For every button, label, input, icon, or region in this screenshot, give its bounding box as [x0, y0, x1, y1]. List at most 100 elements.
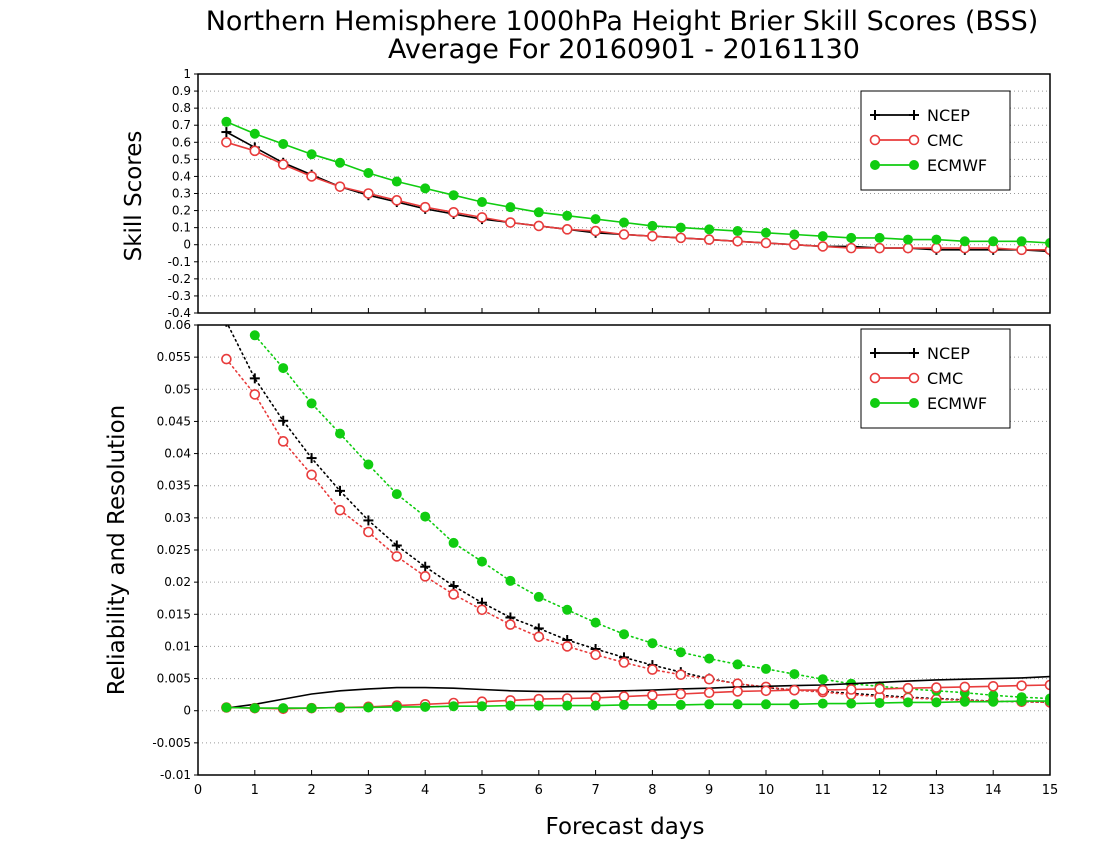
bottom-point-ecmwf-resolution — [704, 653, 715, 664]
chart-title-line2: Average For 20160901 - 20161130 — [388, 34, 860, 65]
x-tick-label: 7 — [591, 783, 599, 798]
top-point-ecmwf — [903, 234, 913, 245]
top-point-ecmwf — [448, 190, 459, 201]
bottom-point-cmc-reliability — [760, 685, 772, 697]
top-y-tick-label: 0.7 — [172, 118, 191, 132]
top-point-cmc — [874, 242, 885, 254]
bottom-point-ecmwf-resolution — [306, 398, 317, 409]
bottom-legend-label-ncep: NCEP — [927, 344, 970, 363]
bottom-point-cmc-resolution — [561, 641, 573, 652]
bottom-point-ecmwf-reliability — [1016, 696, 1027, 707]
top-legend-marker-cmc — [908, 134, 920, 146]
top-point-cmc — [277, 159, 289, 170]
top-point-ecmwf — [306, 149, 317, 160]
bottom-point-cmc-resolution — [647, 664, 658, 675]
bottom-point-cmc-resolution — [505, 619, 516, 630]
bottom-point-ecmwf-resolution — [732, 659, 743, 670]
bottom-point-cmc-reliability — [618, 691, 630, 702]
bottom-point-ecmwf-reliability — [874, 698, 885, 708]
bottom-point-ecmwf-resolution — [420, 511, 431, 522]
x-tick-label: 2 — [307, 783, 315, 798]
bottom-point-cmc-resolution — [675, 669, 687, 681]
bottom-point-ecmwf-reliability — [249, 703, 260, 714]
bottom-point-ncep-resolution — [306, 453, 317, 464]
top-legend-marker-ecmwf — [909, 160, 919, 170]
bottom-point-ecmwf-resolution — [817, 674, 828, 685]
top-y-tick-label: 0.6 — [172, 135, 191, 149]
bottom-point-cmc-resolution — [277, 436, 289, 447]
top-point-ecmwf — [335, 157, 345, 168]
x-tick-label: 10 — [758, 783, 775, 798]
top-point-cmc — [334, 181, 346, 192]
top-y-tick-label: 0.4 — [172, 169, 191, 183]
bottom-point-ncep-resolution — [278, 415, 289, 426]
bottom-point-ncep-resolution — [420, 561, 431, 572]
bottom-y-tick-label: 0.06 — [164, 318, 191, 332]
bottom-point-cmc-reliability — [1016, 680, 1027, 691]
bottom-point-ecmwf-reliability — [562, 700, 573, 711]
top-point-cmc — [306, 171, 317, 182]
bottom-legend-marker-cmc — [908, 372, 920, 384]
top-point-ecmwf — [846, 232, 857, 243]
bottom-legend-label-cmc: CMC — [927, 369, 963, 388]
bottom-point-ecmwf-resolution — [761, 663, 771, 674]
top-y-tick-label: 0.5 — [172, 152, 191, 166]
top-y-tick-label: 0.9 — [172, 84, 191, 98]
x-tick-label: 13 — [928, 783, 945, 798]
top-point-cmc — [561, 224, 573, 235]
bottom-point-cmc-resolution — [448, 589, 459, 600]
top-legend-marker-cmc — [869, 134, 881, 146]
x-tick-label: 15 — [1042, 783, 1059, 798]
bottom-point-ecmwf-resolution — [477, 556, 487, 567]
top-point-ecmwf — [874, 232, 885, 243]
top-legend-label-cmc: CMC — [927, 131, 963, 150]
bottom-point-ecmwf-resolution — [363, 459, 374, 470]
top-point-cmc — [533, 220, 545, 232]
bottom-point-cmc-resolution — [306, 469, 317, 481]
bottom-point-ecmwf-reliability — [590, 700, 601, 711]
bottom-point-ecmwf-reliability — [959, 696, 970, 707]
top-point-ecmwf — [533, 207, 544, 218]
top-point-cmc — [647, 230, 658, 242]
bottom-point-ecmwf-resolution — [647, 638, 658, 649]
bottom-point-ecmwf-resolution — [619, 629, 629, 640]
top-point-ecmwf — [363, 168, 374, 179]
bottom-point-cmc-reliability — [817, 684, 829, 696]
bottom-point-cmc-reliability — [902, 682, 914, 694]
bottom-legend-marker-ncep — [909, 348, 919, 358]
top-y-tick-label: -0.2 — [168, 272, 191, 286]
bottom-point-ecmwf-resolution — [562, 604, 573, 615]
top-point-ecmwf — [1045, 238, 1050, 249]
top-point-ecmwf — [619, 217, 629, 228]
bottom-point-ecmwf-reliability — [306, 703, 317, 714]
top-point-cmc — [618, 229, 630, 240]
bottom-point-cmc-reliability — [987, 680, 999, 692]
top-y-axis-label: Skill Scores — [121, 131, 147, 262]
bottom-point-ecmwf-reliability — [505, 700, 516, 711]
bottom-point-cmc-resolution — [419, 571, 431, 582]
bottom-point-ecmwf-reliability — [903, 697, 913, 708]
bottom-point-ecmwf-resolution — [533, 591, 544, 602]
bottom-point-ecmwf-reliability — [988, 696, 999, 707]
top-point-cmc — [675, 232, 687, 244]
top-point-cmc — [845, 242, 857, 254]
top-point-cmc — [1016, 244, 1027, 256]
top-point-ecmwf — [988, 236, 999, 247]
bottom-point-ecmwf-reliability — [363, 702, 374, 713]
top-point-cmc — [789, 239, 800, 251]
bottom-point-ecmwf-reliability — [846, 698, 857, 709]
top-point-ecmwf — [505, 202, 516, 213]
top-point-cmc — [363, 188, 374, 199]
bottom-point-ecmwf-reliability — [704, 699, 715, 710]
bottom-point-cmc-resolution — [618, 657, 630, 668]
top-y-tick-label: -0.4 — [168, 306, 191, 320]
bottom-point-ecmwf-reliability — [1045, 696, 1050, 707]
top-point-ecmwf — [221, 116, 232, 127]
bottom-series-line-ecmwf-reliability — [226, 700, 1050, 709]
bottom-point-cmc-reliability — [1044, 679, 1050, 691]
bottom-point-ecmwf-reliability — [761, 699, 771, 710]
bottom-legend-label-ecmwf: ECMWF — [927, 394, 987, 413]
top-point-cmc — [760, 237, 772, 249]
bottom-y-tick-label: 0.02 — [164, 575, 191, 589]
top-point-ecmwf — [278, 138, 289, 149]
